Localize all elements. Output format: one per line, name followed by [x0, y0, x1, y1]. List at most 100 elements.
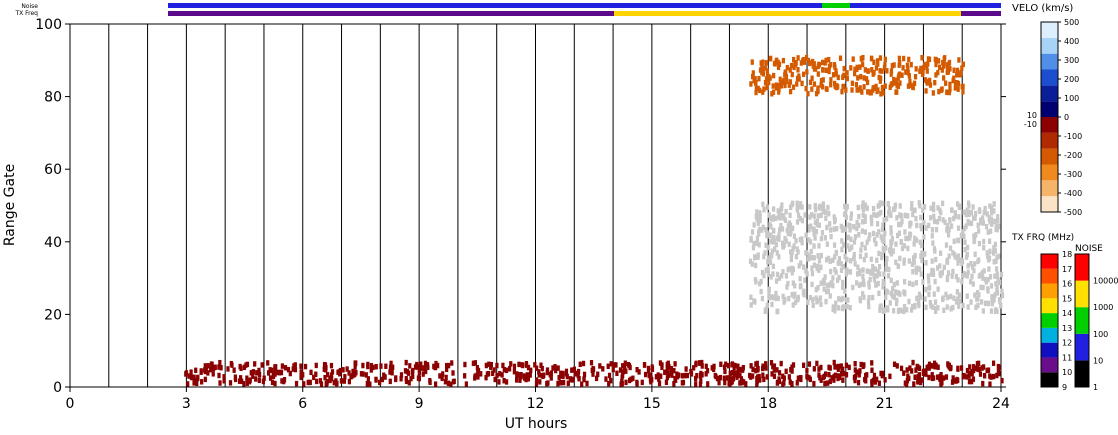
scatter-point — [967, 220, 971, 226]
scatter-point — [343, 373, 347, 380]
scatter-point — [369, 363, 374, 369]
scatter-point — [501, 362, 505, 369]
scatter-point — [257, 377, 261, 384]
scatter-point — [366, 376, 370, 382]
scatter-point — [535, 365, 539, 371]
scatter-point — [956, 225, 961, 231]
scatter-point — [817, 205, 821, 211]
scatter-point — [517, 361, 521, 368]
scatter-point — [857, 270, 861, 277]
scatter-point — [744, 381, 748, 387]
scatter-point — [905, 381, 909, 387]
scatter-point — [301, 372, 305, 378]
scatter-point — [927, 374, 931, 381]
scatter-point — [959, 232, 964, 239]
scatter-point — [683, 372, 687, 379]
scatter-point — [932, 291, 936, 297]
scatter-point — [650, 364, 654, 370]
scatter-point — [931, 304, 935, 310]
scatter-point — [997, 253, 1001, 259]
scatter-point — [842, 211, 847, 218]
scatter-point — [436, 362, 440, 369]
scatter-point — [251, 369, 256, 375]
scatter-point — [762, 253, 766, 260]
scatter-point — [919, 225, 924, 232]
scatter-point — [580, 381, 584, 387]
x-tick-label: 12 — [527, 396, 545, 412]
scatter-point — [795, 205, 799, 211]
scatter-point — [924, 286, 928, 293]
scatter-point — [913, 207, 917, 214]
scatter-point — [956, 365, 960, 372]
scatter-point — [858, 64, 862, 70]
scatter-point — [273, 368, 278, 374]
scatter-point — [803, 277, 807, 283]
scatter-point — [545, 367, 550, 373]
scatter-point — [930, 233, 934, 239]
scatter-point — [738, 372, 742, 379]
scatter-point — [857, 213, 861, 220]
scatter-point — [875, 88, 879, 95]
scatter-point — [862, 294, 866, 300]
scatter-point — [270, 367, 274, 374]
scatter-point — [898, 255, 902, 262]
scatter-point — [963, 239, 967, 245]
scatter-point — [947, 226, 951, 233]
scatter-point — [760, 295, 765, 302]
scatter-point — [990, 218, 995, 225]
scatter-point — [775, 235, 779, 241]
scatter-point — [566, 380, 570, 386]
scatter-point — [417, 375, 421, 382]
scatter-point — [985, 211, 989, 217]
scatter-point — [798, 276, 802, 282]
scatter-point — [946, 363, 950, 369]
scatter-point — [245, 375, 249, 381]
scatter-point — [489, 361, 493, 368]
scatter-point — [422, 365, 427, 372]
scatter-point — [832, 359, 836, 366]
scatter-point — [794, 253, 799, 260]
scatter-point — [804, 268, 808, 274]
scatter-point — [875, 58, 880, 64]
scatter-point — [790, 265, 794, 272]
scatter-point — [876, 203, 880, 209]
x-tick-label: 21 — [876, 396, 894, 412]
scatter-point — [833, 254, 837, 260]
scatter-point — [961, 302, 965, 309]
velocity-color-cell — [1041, 132, 1058, 149]
scatter-point — [922, 234, 926, 240]
scatter-point — [410, 369, 415, 375]
scatter-point — [789, 228, 793, 234]
scatter-point — [933, 56, 937, 63]
scatter-point — [759, 278, 763, 285]
scatter-point — [857, 222, 861, 229]
scatter-point — [969, 210, 973, 216]
scatter-point — [989, 308, 994, 314]
scatter-point — [945, 89, 949, 96]
scatter-point — [266, 370, 271, 376]
txfreq-tick-label: 17 — [1062, 265, 1072, 274]
scatter-point — [749, 374, 753, 380]
scatter-point — [883, 83, 887, 89]
scatter-point — [841, 295, 845, 302]
scatter-point — [306, 379, 310, 386]
scatter-point — [705, 367, 710, 374]
scatter-point — [740, 379, 744, 386]
scatter-point — [910, 200, 914, 207]
scatter-point — [896, 83, 901, 90]
scatter-point — [765, 230, 769, 236]
noise-color-cell — [1075, 307, 1089, 334]
scatter-point — [932, 246, 937, 252]
scatter-point — [919, 253, 923, 259]
scatter-point — [764, 267, 768, 274]
scatter-point — [732, 367, 736, 373]
scatter-point — [810, 86, 814, 92]
scatter-point — [765, 72, 770, 79]
scatter-point — [793, 62, 797, 68]
scatter-point — [995, 271, 999, 278]
scatter-point — [812, 81, 817, 87]
scatter-point — [495, 372, 499, 379]
scatter-point — [831, 257, 835, 263]
scatter-point — [927, 222, 931, 229]
